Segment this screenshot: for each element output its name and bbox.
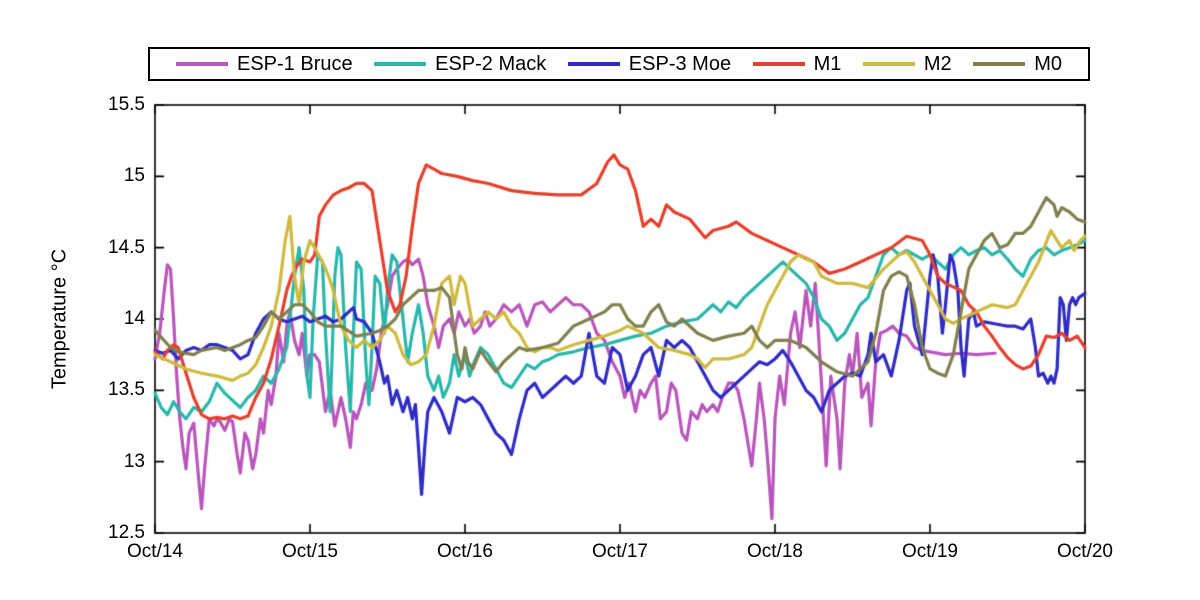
legend-item-esp-2-mack: ESP-2 Mack bbox=[374, 53, 546, 76]
y-tick-label: 13.5 bbox=[108, 379, 145, 401]
legend-item-esp-1-bruce: ESP-1 Bruce bbox=[176, 53, 353, 76]
legend-line-swatch bbox=[973, 62, 1026, 66]
legend-line-swatch bbox=[752, 62, 805, 66]
x-tick-label: Oct/14 bbox=[127, 541, 183, 562]
x-tick-label: Oct/20 bbox=[1057, 541, 1113, 562]
y-tick-label: 15 bbox=[123, 165, 145, 187]
legend-box: ESP-1 Bruce ESP-2 Mack ESP-3 Moe M1 M2 M0 bbox=[148, 47, 1090, 81]
x-tick-label: Oct/17 bbox=[592, 541, 648, 562]
x-tick-label: Oct/16 bbox=[437, 541, 493, 562]
legend-label: ESP-2 Mack bbox=[435, 52, 547, 75]
x-tick-label: Oct/19 bbox=[902, 541, 958, 562]
legend-line-swatch bbox=[374, 62, 427, 66]
y-tick-label: 13 bbox=[123, 450, 145, 472]
legend-item-m1: M1 bbox=[752, 52, 842, 76]
legend-line-swatch bbox=[862, 62, 915, 66]
legend-label: M1 bbox=[813, 52, 842, 75]
legend-item-esp-3-moe: ESP-3 Moe bbox=[567, 52, 732, 76]
legend-line-swatch bbox=[567, 62, 620, 66]
x-tick-label: Oct/18 bbox=[747, 541, 803, 562]
legend-item-m0: M0 bbox=[973, 53, 1062, 76]
legend-label: M2 bbox=[923, 52, 952, 75]
legend-label: ESP-3 Moe bbox=[628, 52, 732, 75]
y-tick-label: 14 bbox=[123, 308, 145, 329]
legend-line-swatch bbox=[176, 62, 228, 66]
legend-label: ESP-1 Bruce bbox=[237, 52, 353, 75]
y-tick-label: 15.5 bbox=[108, 94, 145, 115]
legend-label: M0 bbox=[1034, 52, 1062, 75]
x-tick-label: Oct/15 bbox=[282, 541, 338, 562]
y-tick-label: 12.5 bbox=[108, 522, 145, 543]
y-axis-label: Temperature °C bbox=[48, 248, 71, 390]
y-tick-label: 14.5 bbox=[108, 236, 145, 258]
legend-item-m2: M2 bbox=[862, 52, 952, 76]
